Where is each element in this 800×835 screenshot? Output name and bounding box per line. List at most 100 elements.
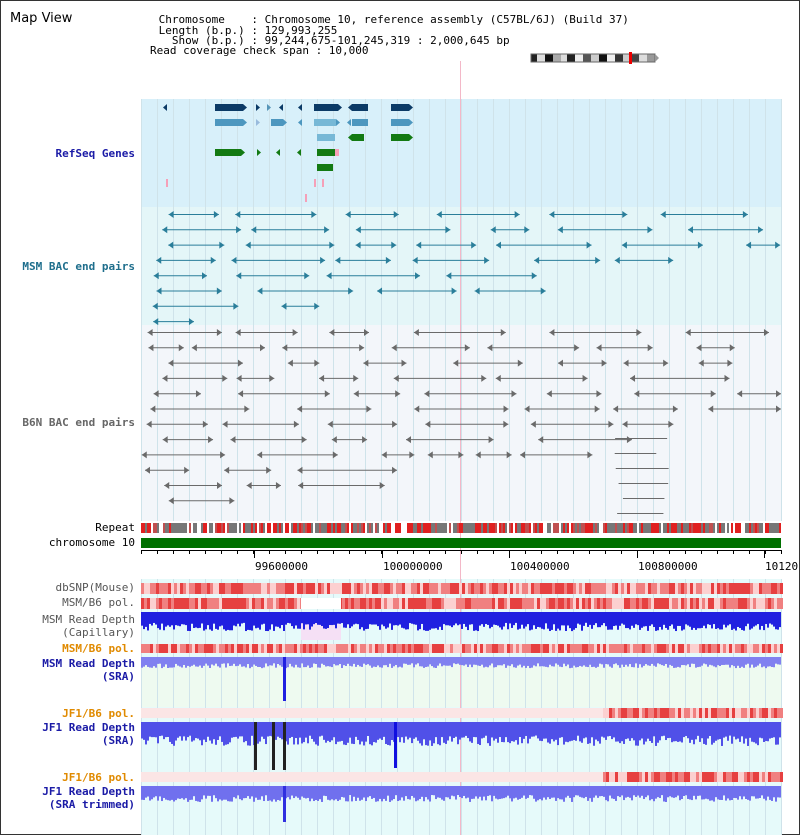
polymorphism-cell bbox=[333, 644, 336, 653]
read-depth-bar bbox=[143, 612, 145, 630]
polymorphism-cell bbox=[624, 598, 627, 609]
polymorphism-cell bbox=[483, 772, 486, 782]
polymorphism-cell bbox=[456, 644, 459, 653]
read-depth-bar bbox=[149, 786, 151, 801]
polymorphism-cell bbox=[732, 644, 735, 653]
read-depth-bar bbox=[265, 657, 267, 664]
ideogram-end bbox=[655, 54, 659, 62]
read-depth-bar bbox=[695, 612, 697, 630]
polymorphism-cell bbox=[312, 708, 315, 718]
polymorphism-cell bbox=[714, 583, 717, 594]
polymorphism-cell bbox=[267, 583, 270, 594]
read-depth-bar bbox=[709, 612, 711, 625]
read-depth-bar bbox=[407, 612, 409, 630]
repeat-element bbox=[561, 523, 563, 533]
polymorphism-cell bbox=[549, 772, 552, 782]
read-depth-bar bbox=[141, 786, 143, 800]
polymorphism-cell bbox=[714, 644, 717, 653]
map-view-title: Map View bbox=[10, 11, 73, 26]
repeat-element bbox=[603, 523, 605, 533]
msm-bac-pair-end bbox=[586, 241, 592, 249]
polymorphism-cell bbox=[333, 772, 336, 782]
polymorphism-cell bbox=[276, 708, 279, 718]
polymorphism-cell bbox=[675, 598, 678, 609]
read-depth-bar bbox=[641, 786, 643, 796]
repeat-element bbox=[327, 523, 329, 533]
b6n-bac-pair-end bbox=[391, 344, 397, 352]
read-depth-bar bbox=[179, 786, 181, 799]
polymorphism-cell bbox=[180, 598, 183, 609]
polymorphism-cell bbox=[159, 644, 162, 653]
read-depth-bar bbox=[557, 657, 559, 665]
read-depth-bar bbox=[543, 612, 545, 630]
repeat-element bbox=[323, 523, 325, 533]
polymorphism-cell bbox=[468, 583, 471, 594]
repeat-element bbox=[593, 523, 595, 533]
repeat-element bbox=[367, 523, 369, 533]
repeat-element bbox=[421, 523, 423, 533]
read-depth-bar bbox=[319, 722, 321, 737]
ideogram-band bbox=[591, 54, 599, 62]
read-depth-bar bbox=[333, 786, 335, 801]
read-depth-bar bbox=[449, 612, 451, 626]
read-depth-bar bbox=[555, 722, 557, 740]
polymorphism-cell bbox=[150, 583, 153, 594]
read-depth-bar bbox=[341, 722, 343, 741]
read-depth-bar bbox=[271, 657, 273, 666]
polymorphism-cell bbox=[750, 598, 753, 609]
read-depth-bar bbox=[705, 612, 707, 629]
polymorphism-cell bbox=[165, 708, 168, 718]
read-depth-bar bbox=[531, 786, 533, 796]
polymorphism-cell bbox=[594, 598, 597, 609]
read-depth-bar bbox=[523, 657, 525, 666]
read-depth-bar bbox=[371, 657, 373, 668]
read-depth-bar bbox=[519, 786, 521, 799]
polymorphism-cell bbox=[621, 598, 624, 609]
read-depth-bar bbox=[611, 657, 613, 668]
read-depth-bar bbox=[411, 657, 413, 664]
polymorphism-cell bbox=[486, 644, 489, 653]
read-depth-bar bbox=[769, 657, 771, 667]
polymorphism-cell bbox=[621, 708, 624, 718]
repeat-element bbox=[179, 523, 181, 533]
polymorphism-cell bbox=[537, 583, 540, 594]
read-depth-bar bbox=[505, 657, 507, 668]
read-depth-bar bbox=[287, 722, 289, 745]
polymorphism-cell bbox=[282, 708, 285, 718]
b6n-bac-pair-end bbox=[424, 390, 430, 398]
polymorphism-cell bbox=[195, 583, 198, 594]
repeat-element bbox=[581, 523, 583, 533]
read-depth-bar bbox=[163, 657, 165, 667]
repeat-element bbox=[731, 523, 733, 533]
read-depth-bar bbox=[245, 786, 247, 799]
read-depth-bar bbox=[739, 612, 741, 629]
read-depth-bar bbox=[689, 612, 691, 627]
polymorphism-cell bbox=[657, 708, 660, 718]
polymorphism-cell bbox=[570, 644, 573, 653]
read-depth-bar bbox=[747, 786, 749, 800]
read-depth-bar bbox=[405, 612, 407, 630]
read-depth-bar bbox=[449, 722, 451, 737]
read-depth-bar bbox=[667, 657, 669, 668]
polymorphism-cell bbox=[519, 772, 522, 782]
read-depth-bar bbox=[377, 657, 379, 666]
read-depth-bar bbox=[715, 657, 717, 668]
read-depth-bar bbox=[629, 612, 631, 630]
read-depth-bar bbox=[331, 786, 333, 800]
b6n-bac-pair-end bbox=[647, 344, 653, 352]
repeat-element bbox=[531, 523, 533, 533]
msm-bac-pair-end bbox=[326, 272, 332, 280]
read-depth-bar bbox=[419, 786, 421, 800]
read-depth-bar bbox=[573, 722, 575, 741]
msm-bac-pair-end bbox=[345, 211, 351, 218]
refseq-gene-arrow bbox=[348, 104, 352, 111]
read-depth-bar bbox=[469, 786, 471, 802]
polymorphism-cell bbox=[321, 583, 324, 594]
polymorphism-cell bbox=[249, 772, 252, 782]
repeat-element bbox=[409, 523, 411, 533]
repeat-element bbox=[749, 523, 751, 533]
msm-bac-pair-end bbox=[531, 272, 537, 280]
polymorphism-cell bbox=[522, 598, 525, 609]
b6n-bac-pair-end bbox=[574, 344, 580, 352]
